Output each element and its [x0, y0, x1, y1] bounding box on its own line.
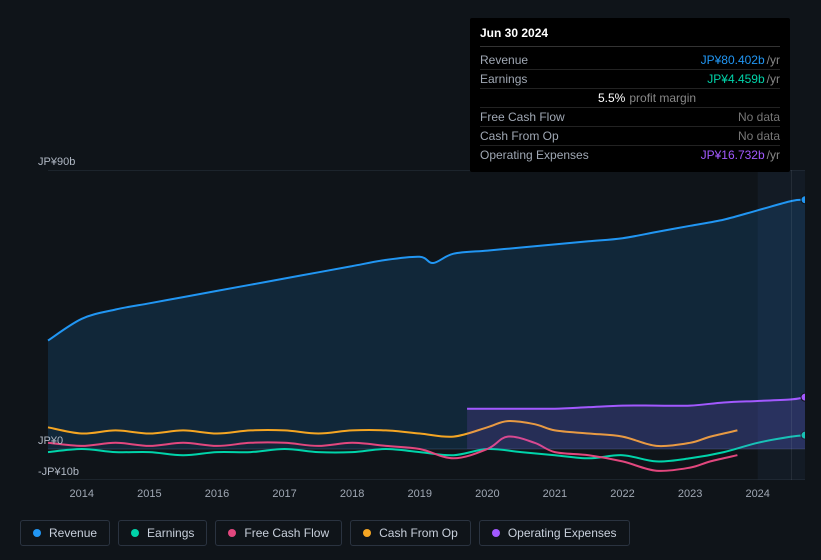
legend-label: Free Cash Flow	[244, 526, 329, 540]
legend-item-opex[interactable]: Operating Expenses	[479, 520, 630, 546]
x-tick-label: 2021	[543, 488, 567, 500]
chart-svg	[16, 170, 805, 480]
tooltip-row-opex: Operating ExpensesJP¥16.732b/yr	[480, 146, 780, 164]
x-tick-label: 2018	[340, 488, 364, 500]
y-tick-label: -JP¥10b	[38, 466, 79, 478]
legend-item-fcf[interactable]: Free Cash Flow	[215, 520, 342, 546]
tooltip-row-revenue: RevenueJP¥80.402b/yr	[480, 51, 780, 70]
tooltip-row-earnings: EarningsJP¥4.459b/yr	[480, 70, 780, 89]
legend-label: Operating Expenses	[508, 526, 617, 540]
tooltip-row-margin: 5.5%profit margin	[480, 89, 780, 108]
chart-tooltip: Jun 30 2024 RevenueJP¥80.402b/yrEarnings…	[470, 18, 790, 172]
y-tick-label: JP¥0	[38, 435, 63, 447]
legend-dot-icon	[33, 529, 41, 537]
legend-item-earnings[interactable]: Earnings	[118, 520, 207, 546]
tooltip-row-cashop: Cash From OpNo data	[480, 127, 780, 146]
x-tick-label: 2022	[610, 488, 634, 500]
tooltip-row-fcf: Free Cash FlowNo data	[480, 108, 780, 127]
x-tick-label: 2020	[475, 488, 499, 500]
x-tick-label: 2019	[407, 488, 431, 500]
legend-dot-icon	[228, 529, 236, 537]
legend-dot-icon	[492, 529, 500, 537]
x-tick-label: 2014	[70, 488, 94, 500]
legend-label: Earnings	[147, 526, 194, 540]
legend-label: Cash From Op	[379, 526, 458, 540]
x-tick-label: 2017	[272, 488, 296, 500]
y-tick-label: JP¥90b	[38, 156, 75, 168]
legend-item-cashop[interactable]: Cash From Op	[350, 520, 471, 546]
legend-dot-icon	[131, 529, 139, 537]
tooltip-date: Jun 30 2024	[480, 26, 780, 47]
x-tick-label: 2015	[137, 488, 161, 500]
legend-dot-icon	[363, 529, 371, 537]
legend-label: Revenue	[49, 526, 97, 540]
legend-item-revenue[interactable]: Revenue	[20, 520, 110, 546]
x-tick-label: 2024	[745, 488, 769, 500]
line-chart[interactable]: JP¥90bJP¥0-JP¥10b 2014201520162017201820…	[16, 170, 805, 480]
x-tick-label: 2023	[678, 488, 702, 500]
chart-legend: Revenue Earnings Free Cash Flow Cash From O…	[20, 520, 630, 546]
x-tick-label: 2016	[205, 488, 229, 500]
